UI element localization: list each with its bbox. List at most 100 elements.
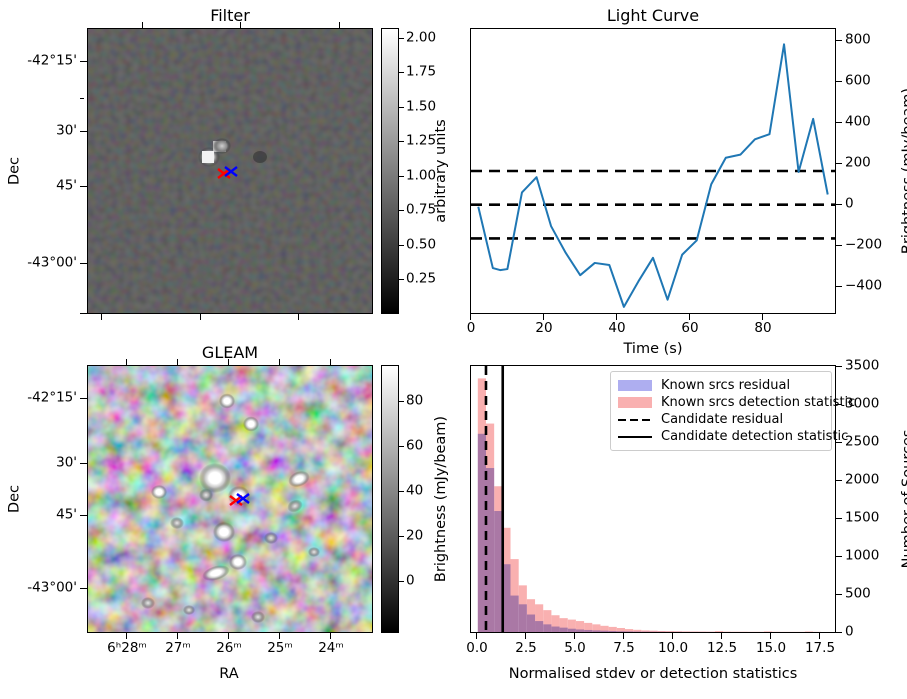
legend-item-candidate-detection: Candidate detection statistic	[618, 428, 848, 445]
gleam-cbar-tick-4: 80	[406, 392, 424, 409]
filter-ytick-0: -42°15'	[27, 52, 77, 69]
histogram-bar	[559, 627, 568, 632]
histogram-bar	[763, 631, 773, 632]
histogram-bar	[551, 626, 560, 632]
histogram-bar	[535, 621, 544, 632]
histogram-bar	[567, 619, 576, 632]
gleam-ytick-0: -42°15'	[27, 389, 77, 406]
histogram-bar	[624, 631, 634, 632]
legend-item-known-srcs-residual: Known srcs residual	[618, 377, 824, 394]
filter-cbar-tick-0: 0.25	[406, 270, 437, 287]
histogram-ytick-7: 3500	[845, 357, 880, 374]
histogram-xtick-6: 15.0	[755, 640, 787, 656]
histogram-xtick-7: 17.5	[804, 640, 836, 656]
lightcurve-ytick-6: 800	[845, 31, 871, 48]
histogram-bar	[510, 595, 519, 632]
lightcurve-ytick-0: −400	[845, 277, 883, 294]
histogram-bar	[600, 630, 609, 632]
legend-label-3: Candidate detection statistic	[661, 429, 849, 444]
histogram-bar	[584, 622, 593, 632]
filter-colorbar	[381, 28, 399, 314]
filter-cbar-tick-2: 0.75	[406, 201, 437, 218]
filter-cbar-tick-5: 1.50	[406, 98, 437, 115]
gleam-panel-title: GLEAM	[201, 343, 259, 362]
histogram-ytick-2: 1000	[845, 547, 880, 564]
lightcurve-ytick-2: 0	[845, 195, 854, 212]
legend-item-known-srcs-detection: Known srcs detection statistic	[618, 394, 855, 411]
legend-swatch-blue	[618, 380, 652, 391]
lightcurve-axes	[470, 28, 836, 314]
lightcurve-ytick-4: 400	[845, 113, 871, 130]
histogram-xtick-4: 10.0	[657, 640, 689, 656]
histogram-bar	[624, 629, 634, 632]
lightcurve-plot	[471, 43, 835, 308]
filter-cbar-tick-4: 1.25	[406, 132, 437, 149]
histogram-ytick-3: 1500	[845, 509, 880, 526]
histogram-bar	[608, 630, 617, 632]
histogram-bar	[543, 624, 552, 632]
gleam-colorbar	[381, 365, 399, 633]
histogram-xtick-3: 7.5	[613, 640, 635, 656]
legend-swatch-red	[618, 397, 652, 408]
legend-item-candidate-residual: Candidate residual	[618, 411, 824, 428]
gleam-xtick-0: 6ʰ28ᵐ	[107, 640, 147, 656]
lightcurve-panel-title: Light Curve	[606, 6, 700, 25]
histogram-bar	[649, 630, 658, 632]
panel-filter: Filter	[0, 0, 449, 345]
legend-label-1: Known srcs detection statistic	[661, 395, 856, 410]
filter-image-axes	[87, 28, 373, 314]
gleam-cbar-tick-1: 20	[406, 527, 424, 544]
lightcurve-series	[477, 43, 829, 308]
histogram-ylabel: Number of Sources	[900, 429, 907, 569]
histogram-bar	[674, 631, 683, 632]
legend-label-0: Known srcs residual	[661, 378, 791, 393]
filter-cbar-tick-3: 1.00	[406, 167, 437, 184]
histogram-xlabel: Normalised stdev or detection statistics	[508, 666, 798, 682]
filter-cbar-tick-7: 2.00	[406, 29, 437, 46]
histogram-xtick-5: 12.5	[706, 640, 738, 656]
lightcurve-ytick-1: −200	[845, 236, 883, 253]
panel-histogram: Known srcs residual Known srcs detection…	[440, 345, 907, 699]
filter-ytick-1: 30'	[56, 122, 77, 139]
filter-ytick-3: -43°00'	[27, 254, 77, 271]
histogram-bar	[714, 631, 724, 632]
histogram-bar	[477, 433, 486, 632]
gleam-image-axes	[87, 365, 373, 633]
histogram-bar	[641, 630, 650, 632]
histogram-bar	[485, 468, 495, 632]
lightcurve-xlabel: Time (s)	[623, 341, 683, 357]
histogram-xtick-1: 2.5	[515, 640, 537, 656]
filter-ytick-2: 45'	[56, 177, 77, 194]
gleam-xtick-2: 26ᵐ	[216, 640, 242, 656]
gleam-ylabel: Dec	[6, 484, 23, 514]
histogram-bar	[551, 615, 560, 632]
histogram-ytick-4: 2000	[845, 471, 880, 488]
histogram-bar	[804, 631, 814, 632]
lightcurve-xtick-4: 80	[754, 320, 772, 336]
gleam-xtick-1: 27ᵐ	[165, 640, 191, 656]
histogram-ytick-5: 2500	[845, 433, 880, 450]
histogram-bar	[502, 564, 511, 632]
filter-ylabel: Dec	[6, 156, 23, 186]
filter-panel-title: Filter	[210, 6, 250, 25]
histogram-bar	[665, 631, 675, 632]
lightcurve-xtick-1: 20	[535, 320, 553, 336]
histogram-bar	[690, 631, 699, 632]
histogram-bar	[633, 629, 642, 632]
histogram-bar	[682, 631, 691, 632]
lightcurve-xtick-2: 40	[608, 320, 626, 336]
histogram-bar	[592, 630, 601, 632]
filter-cbar-tick-1: 0.50	[406, 236, 437, 253]
gleam-ytick-1: 30'	[56, 454, 77, 471]
filter-image-render	[88, 29, 372, 313]
gleam-image-render	[88, 366, 372, 632]
lightcurve-ylabel: Brightness (mJy/beam)	[900, 87, 907, 255]
histogram-bar	[567, 628, 576, 632]
histogram-bar	[600, 625, 609, 632]
histogram-bar	[616, 631, 625, 632]
histogram-bar	[592, 624, 601, 632]
panel-light-curve: Light Curve 0 20 40 60 80 Time (s) −400 …	[440, 0, 907, 357]
histogram-bar	[543, 610, 552, 632]
histogram-ytick-6: 3000	[845, 395, 880, 412]
